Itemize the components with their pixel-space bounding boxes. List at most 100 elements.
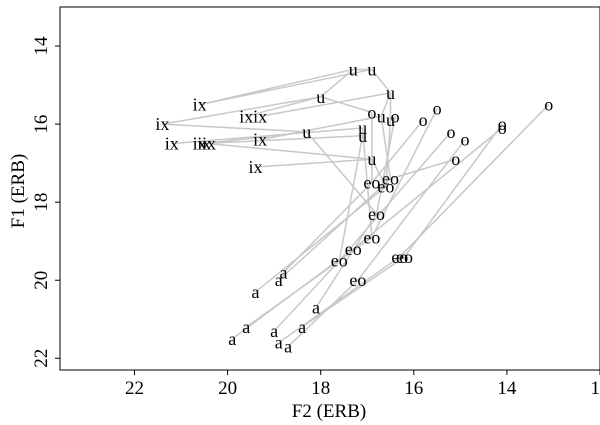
data-point-label: ix <box>249 157 263 177</box>
data-point-label: ix <box>193 134 207 154</box>
data-point-label: o <box>451 149 460 169</box>
y-tick-label: 16 <box>31 115 52 134</box>
data-point-label: eo <box>331 251 348 271</box>
connector-line <box>301 256 405 328</box>
connector-line <box>255 158 372 168</box>
connector-line <box>371 158 387 187</box>
connector-line <box>315 213 378 308</box>
data-point-label: eo <box>382 169 399 189</box>
data-point-label: u <box>367 149 376 169</box>
data-point-label: eo <box>377 177 394 197</box>
data-point-label: u <box>302 122 311 142</box>
connector-line <box>320 96 373 114</box>
data-point-label: ix <box>253 130 267 150</box>
data-point-label: a <box>242 317 250 337</box>
connector-line <box>208 142 372 160</box>
data-point-label: u <box>367 59 376 79</box>
connector-lines <box>162 68 550 348</box>
connector-line <box>260 115 382 141</box>
data-point-label: a <box>228 329 236 349</box>
connector-line <box>199 68 373 106</box>
data-point-label: o <box>433 98 442 118</box>
data-point-label: a <box>284 337 292 357</box>
connector-line <box>338 135 364 261</box>
y-tick-label: 14 <box>31 36 52 56</box>
x-tick-label: 20 <box>218 378 237 399</box>
data-point-label: a <box>275 333 283 353</box>
connector-line <box>380 92 392 117</box>
data-point-label: u <box>349 59 358 79</box>
data-point-label: o <box>461 130 470 150</box>
data-point-label: o <box>498 114 507 134</box>
data-point-label: u <box>386 110 395 130</box>
connector-line <box>199 135 363 145</box>
connector-line <box>162 123 307 133</box>
data-point-label: u <box>377 106 386 126</box>
data-point-label: o <box>391 106 400 126</box>
x-tick-label: 14 <box>497 378 517 399</box>
connector-line <box>357 139 466 281</box>
y-axis-title: F1 (ERB) <box>8 154 29 228</box>
x-tick-label: 22 <box>125 378 144 399</box>
connector-line <box>162 96 321 125</box>
data-point-label: o <box>498 118 507 138</box>
data-point-label: eo <box>396 247 413 267</box>
data-point-label: eo <box>391 247 408 267</box>
data-point-label: o <box>367 102 376 122</box>
plot-frame <box>59 6 600 371</box>
connector-line <box>278 256 401 344</box>
data-point-label: a <box>279 262 287 282</box>
x-tick-label: 12 <box>591 378 600 399</box>
connector-line <box>371 108 438 238</box>
data-point-label: u <box>316 87 325 107</box>
x-tick-label: 18 <box>311 378 330 399</box>
connector-line <box>273 260 340 332</box>
connector-line <box>338 131 452 262</box>
connector-line <box>306 131 378 215</box>
data-point-label: u <box>358 118 367 138</box>
connector-line <box>260 92 391 118</box>
data-point-label: ix <box>239 106 253 126</box>
connector-line <box>255 185 387 293</box>
data-point-label: o <box>419 110 428 130</box>
data-point-label: a <box>312 298 320 318</box>
connector-line <box>371 119 424 184</box>
connector-line <box>371 68 392 94</box>
data-point-label: a <box>275 270 283 290</box>
connector-line <box>361 127 373 238</box>
y-tick-label: 18 <box>31 193 52 212</box>
data-point-label: a <box>270 321 278 341</box>
connector-line <box>399 104 550 258</box>
x-axis-title: F2 (ERB) <box>292 401 366 422</box>
y-tick-label: 22 <box>31 349 52 368</box>
data-point-label: eo <box>363 173 380 193</box>
connector-line <box>403 123 503 258</box>
data-point-label: u <box>358 126 367 146</box>
data-point-label: ix <box>197 134 211 154</box>
data-point-label: a <box>252 282 260 302</box>
connector-line <box>246 96 321 118</box>
data-point-label: ix <box>253 106 267 126</box>
data-point-label: eo <box>345 239 362 259</box>
data-point-label: ix <box>202 134 216 154</box>
connector-line <box>231 248 354 340</box>
data-point-label: eo <box>349 270 366 290</box>
data-point-label: ix <box>165 134 179 154</box>
data-point-label: o <box>544 95 553 115</box>
data-point-label: o <box>447 122 456 142</box>
connector-line <box>380 116 392 179</box>
x-tick-label: 16 <box>404 378 423 399</box>
data-point-label: eo <box>368 204 385 224</box>
data-point-label: a <box>298 317 306 337</box>
y-tick-label: 20 <box>31 271 52 290</box>
data-point-label: ix <box>155 114 169 134</box>
connector-line <box>278 178 392 281</box>
connector-line <box>390 158 456 180</box>
data-point-label: u <box>386 83 395 103</box>
axis-ticks: 22 20 18 16 14 12 14 16 18 20 22 <box>31 36 600 399</box>
data-point-label: ix <box>193 95 207 115</box>
data-point-label: eo <box>363 227 380 247</box>
connector-line <box>287 279 359 348</box>
